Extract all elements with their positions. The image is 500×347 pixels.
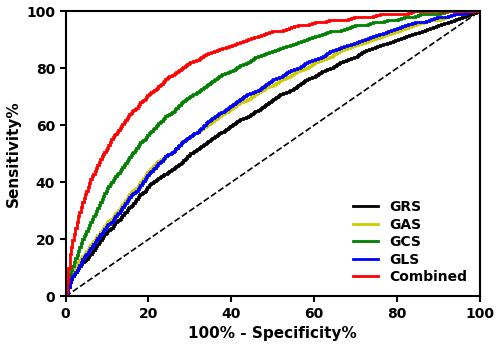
- GLS: [470, 9, 476, 13]
- GAS: [477, 9, 483, 13]
- GCS: [445, 9, 451, 13]
- GLS: [477, 9, 483, 13]
- GLS: [151, 167, 157, 171]
- GAS: [106, 220, 112, 224]
- GAS: [370, 37, 376, 41]
- Line: GLS: GLS: [66, 11, 480, 296]
- GCS: [306, 37, 312, 41]
- GCS: [62, 294, 68, 298]
- GRS: [151, 180, 157, 184]
- Combined: [412, 9, 418, 13]
- GAS: [477, 9, 483, 13]
- GAS: [470, 9, 476, 13]
- Combined: [151, 89, 157, 93]
- GRS: [306, 77, 312, 81]
- Line: GRS: GRS: [66, 11, 480, 296]
- GRS: [88, 253, 94, 257]
- GCS: [106, 186, 112, 190]
- GCS: [477, 9, 483, 13]
- Combined: [306, 23, 312, 27]
- GRS: [370, 46, 376, 50]
- GAS: [62, 294, 68, 298]
- Combined: [370, 14, 376, 18]
- Line: GCS: GCS: [66, 11, 480, 296]
- Line: Combined: Combined: [66, 11, 480, 296]
- Combined: [62, 294, 68, 298]
- X-axis label: 100% - Specificity%: 100% - Specificity%: [188, 327, 357, 341]
- Combined: [106, 146, 112, 150]
- GRS: [477, 9, 483, 13]
- Legend: GRS, GAS, GCS, GLS, Combined: GRS, GAS, GCS, GLS, Combined: [348, 195, 473, 289]
- GAS: [151, 164, 157, 168]
- GCS: [151, 127, 157, 131]
- GCS: [370, 20, 376, 25]
- GRS: [62, 294, 68, 298]
- GAS: [88, 245, 94, 249]
- GLS: [306, 60, 312, 64]
- GRS: [476, 9, 482, 14]
- GAS: [306, 65, 312, 69]
- Line: GAS: GAS: [66, 11, 480, 296]
- Combined: [88, 181, 94, 185]
- GLS: [477, 9, 483, 13]
- Combined: [477, 9, 483, 13]
- GLS: [62, 294, 68, 298]
- GCS: [88, 223, 94, 227]
- GLS: [106, 223, 112, 227]
- Y-axis label: Sensitivity%: Sensitivity%: [6, 100, 20, 207]
- GCS: [477, 9, 483, 13]
- Combined: [477, 9, 483, 13]
- GLS: [370, 34, 376, 39]
- GLS: [88, 248, 94, 252]
- GRS: [106, 229, 112, 233]
